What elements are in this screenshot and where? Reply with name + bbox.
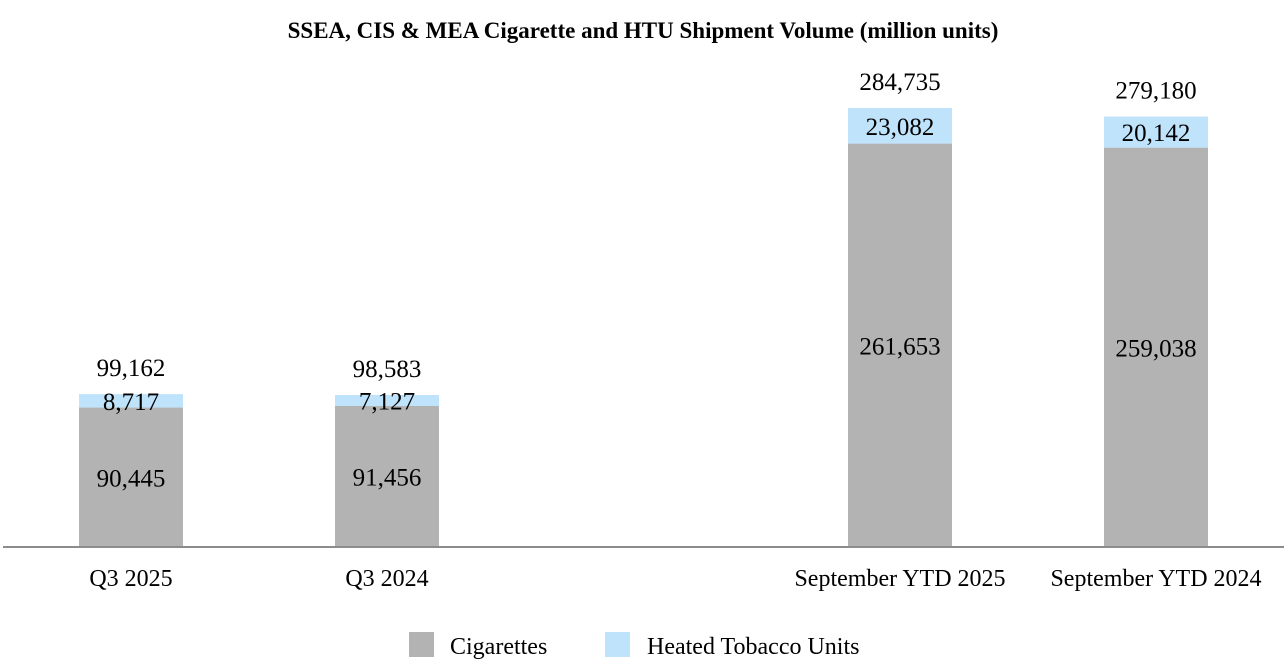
category-label-september-ytd-2024: September YTD 2024 <box>1050 566 1261 592</box>
bar-cigarettes-q3-2024 <box>335 405 439 547</box>
data-label-cigarettes-q3-2024: 91,456 <box>353 464 422 491</box>
total-label-q3-2024: 98,583 <box>353 356 422 383</box>
legend-swatch-heated-tobacco-units <box>605 632 630 657</box>
category-label-q3-2025: Q3 2025 <box>89 566 172 592</box>
legend-label-heated-tobacco-units: Heated Tobacco Units <box>647 634 859 660</box>
data-label-cigarettes-september-ytd-2024: 259,038 <box>1115 335 1196 362</box>
category-label-q3-2024: Q3 2024 <box>345 566 428 592</box>
legend-swatch-cigarettes <box>409 632 434 657</box>
legend: Cigarettes Heated Tobacco Units <box>409 632 859 660</box>
bar-heated-tobacco-units-q3-2025 <box>79 394 183 408</box>
total-label-q3-2025: 99,162 <box>97 355 166 382</box>
bar-heated-tobacco-units-september-ytd-2025 <box>848 108 952 144</box>
bar-heated-tobacco-units-q3-2024 <box>335 395 439 406</box>
data-label-heated-tobacco-units-september-ytd-2024: 20,142 <box>1122 120 1191 147</box>
legend-label-cigarettes: Cigarettes <box>450 634 547 660</box>
category-labels: Q3 2025 Q3 2024 September YTD 2025 Septembe… <box>89 566 1261 592</box>
chart-title: SSEA, CIS & MEA Cigarette and HTU Shipme… <box>288 18 999 43</box>
total-label-september-ytd-2025: 284,735 <box>859 69 940 96</box>
data-label-heated-tobacco-units-september-ytd-2025: 23,082 <box>866 114 935 141</box>
total-label-september-ytd-2024: 279,180 <box>1115 78 1196 105</box>
bar-cigarettes-q3-2025 <box>79 407 183 547</box>
bar-heated-tobacco-units-september-ytd-2024 <box>1104 116 1208 148</box>
category-label-september-ytd-2025: September YTD 2025 <box>794 566 1005 592</box>
data-label-cigarettes-september-ytd-2025: 261,653 <box>859 333 940 360</box>
bar-cigarettes-september-ytd-2024 <box>1104 147 1208 547</box>
bars-layer: 90,445 8,717 99,162 91,456 7,127 98,583 261,65… <box>79 69 1208 547</box>
data-label-cigarettes-q3-2025: 90,445 <box>97 465 166 492</box>
data-label-heated-tobacco-units-q3-2024: 7,127 <box>359 389 415 416</box>
bar-cigarettes-september-ytd-2025 <box>848 143 952 547</box>
data-label-heated-tobacco-units-q3-2025: 8,717 <box>103 389 159 416</box>
